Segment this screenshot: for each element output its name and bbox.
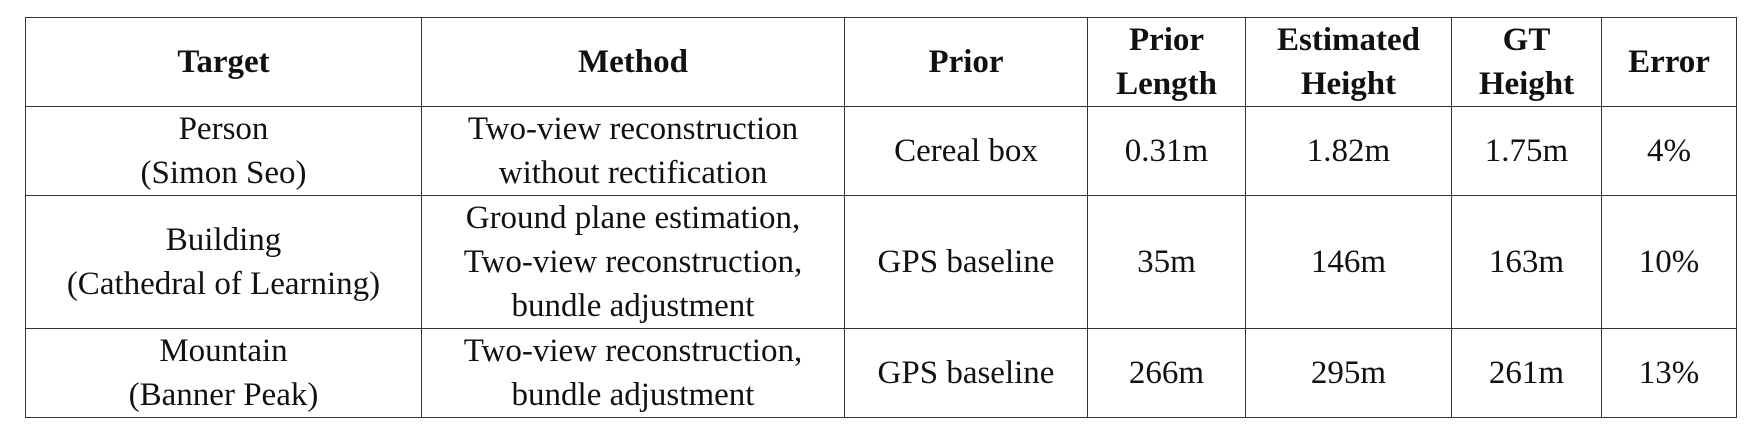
cell-estimated-height: 1.82m (1245, 106, 1452, 196)
header-target: Target (25, 17, 422, 107)
cell-prior: GPS baseline (844, 195, 1088, 329)
header-row: Target Method Prior Prior Length Estimat… (25, 17, 1737, 107)
cell-prior-length: 35m (1087, 195, 1246, 329)
cell-gt-height: 1.75m (1451, 106, 1602, 196)
cell-gt-height: 261m (1451, 328, 1602, 418)
header-gt-height: GT Height (1451, 17, 1602, 107)
cell-gt-height: 163m (1451, 195, 1602, 329)
cell-method: Two-view reconstruction, bundle adjustme… (421, 328, 845, 418)
cell-method: Ground plane estimation, Two-view recons… (421, 195, 845, 329)
cell-error: 10% (1601, 195, 1737, 329)
cell-error: 13% (1601, 328, 1737, 418)
table-row: Building (Cathedral of Learning) Ground … (25, 195, 1737, 329)
cell-estimated-height: 146m (1245, 195, 1452, 329)
cell-target: Person (Simon Seo) (25, 106, 422, 196)
cell-error: 4% (1601, 106, 1737, 196)
header-estimated-height: Estimated Height (1245, 17, 1452, 107)
cell-prior: Cereal box (844, 106, 1088, 196)
cell-estimated-height: 295m (1245, 328, 1452, 418)
cell-target: Mountain (Banner Peak) (25, 328, 422, 418)
cell-method: Two-view reconstruction without rectific… (421, 106, 845, 196)
header-prior: Prior (844, 17, 1088, 107)
header-method: Method (421, 17, 845, 107)
cell-prior-length: 0.31m (1087, 106, 1246, 196)
cell-prior-length: 266m (1087, 328, 1246, 418)
table-row: Mountain (Banner Peak) Two-view reconstr… (25, 328, 1737, 418)
header-error: Error (1601, 17, 1737, 107)
cell-target: Building (Cathedral of Learning) (25, 195, 422, 329)
cell-prior: GPS baseline (844, 328, 1088, 418)
results-table: Target Method Prior Prior Length Estimat… (25, 17, 1737, 418)
table-row: Person (Simon Seo) Two-view reconstructi… (25, 106, 1737, 196)
header-prior-length: Prior Length (1087, 17, 1246, 107)
